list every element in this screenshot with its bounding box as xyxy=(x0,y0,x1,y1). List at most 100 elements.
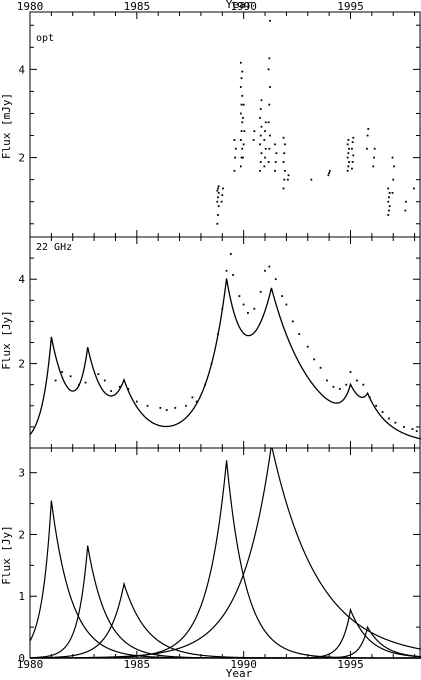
flare-component-curve-3 xyxy=(30,581,421,659)
radio-data-point xyxy=(338,388,341,390)
opt-data-point xyxy=(217,205,220,208)
y-tick-label: 2 xyxy=(18,358,25,371)
opt-data-point xyxy=(233,169,236,172)
radio-data-point xyxy=(268,265,271,268)
opt-data-point xyxy=(241,147,244,150)
radio-data-point xyxy=(54,379,57,382)
opt-data-point xyxy=(264,121,267,124)
opt-data-point xyxy=(352,154,355,157)
opt-data-point xyxy=(351,167,353,170)
panel-frame xyxy=(29,11,421,238)
opt-data-point xyxy=(259,169,261,172)
radio-data-point xyxy=(281,295,284,297)
radio-data-point xyxy=(411,428,414,430)
bottom-x-axis-title: Year xyxy=(226,667,253,680)
opt-data-point xyxy=(351,147,353,150)
y-tick-label: 2 xyxy=(18,528,25,541)
y-tick-label: 2 xyxy=(18,152,25,165)
opt-data-point xyxy=(388,205,391,208)
x-tick-label: 1990 xyxy=(230,0,257,13)
opt-data-point xyxy=(259,116,261,119)
opt-data-point xyxy=(221,194,224,196)
opt-data-point xyxy=(267,161,270,163)
flare-component-curve-4 xyxy=(30,460,421,659)
radio-data-point xyxy=(146,404,149,407)
opt-data-point xyxy=(267,121,270,124)
opt-data-point xyxy=(346,143,349,146)
opt-data-point xyxy=(391,156,394,159)
opt-data-point xyxy=(351,141,354,144)
panel-frame xyxy=(29,236,421,449)
opt-data-point xyxy=(412,187,415,190)
opt-data-point xyxy=(392,178,395,181)
opt-data-point xyxy=(253,130,256,133)
opt-data-point xyxy=(283,152,286,155)
opt-data-point xyxy=(404,209,407,212)
opt-data-point xyxy=(286,178,289,181)
radio-data-point xyxy=(313,358,316,361)
radio-data-point xyxy=(69,375,72,378)
model-total-curve xyxy=(29,278,421,440)
opt-data-point xyxy=(405,200,407,203)
flare-component-curve-7 xyxy=(30,625,421,659)
opt-data-point xyxy=(241,94,244,97)
opt-data-point xyxy=(222,187,224,190)
opt-data-point xyxy=(282,161,285,163)
opt-data-point xyxy=(240,77,243,80)
opt-data-point xyxy=(259,134,262,137)
radio-data-point xyxy=(345,383,348,386)
opt-data-point xyxy=(274,169,276,172)
opt-data-point xyxy=(351,161,354,163)
radio-data-point xyxy=(165,409,168,411)
radio-data-point xyxy=(174,407,177,409)
flare-component-curve-2 xyxy=(29,545,421,659)
radio-data-point xyxy=(253,307,256,310)
top-x-axis-title: Year xyxy=(226,0,253,11)
opt-data-point xyxy=(310,178,313,181)
opt-data-point xyxy=(346,156,349,159)
opt-data-point xyxy=(373,147,376,150)
opt-data-point xyxy=(352,136,355,139)
opt-data-point xyxy=(264,147,267,150)
opt-data-point xyxy=(240,156,243,159)
flare-component-curve-1 xyxy=(29,500,421,659)
radio-data-point xyxy=(403,426,405,428)
opt-data-point xyxy=(365,147,368,150)
opt-data-point xyxy=(234,147,237,150)
x-tick-label: 1995 xyxy=(337,0,364,13)
opt-data-point xyxy=(239,61,242,64)
radio-data-point xyxy=(259,290,262,293)
opt-data-point xyxy=(346,169,349,172)
radio-data-point xyxy=(306,345,309,348)
radio-data-point xyxy=(185,404,187,407)
opt-data-point xyxy=(260,99,263,102)
opt-data-point xyxy=(259,161,262,163)
opt-data-point xyxy=(260,152,263,155)
radio-data-point xyxy=(349,371,352,373)
opt-data-point xyxy=(252,139,255,141)
opt-data-point xyxy=(216,200,219,203)
opt-data-point xyxy=(269,19,271,22)
radio-data-point xyxy=(415,430,418,433)
radio-data-point xyxy=(229,252,232,255)
opt-data-point xyxy=(239,165,242,168)
opt-data-point xyxy=(263,139,266,141)
panel-label-22ghz: 22 GHz xyxy=(36,242,72,253)
opt-data-point xyxy=(268,147,271,150)
opt-data-point xyxy=(284,169,286,172)
opt-data-point xyxy=(282,136,285,139)
radio-data-point xyxy=(332,385,335,388)
radio-data-point xyxy=(242,303,245,306)
opt-data-point xyxy=(348,161,350,163)
opt-data-point xyxy=(242,116,244,119)
radio-data-point xyxy=(238,295,241,297)
opt-data-point xyxy=(220,200,223,203)
radio-data-point xyxy=(159,407,162,409)
radio-data-point xyxy=(110,390,113,392)
opt-data-point xyxy=(263,165,266,168)
x-tick-label: 1995 xyxy=(337,658,364,671)
radio-data-point xyxy=(103,379,106,382)
opt-data-point xyxy=(274,143,276,146)
opt-data-point xyxy=(267,68,270,71)
